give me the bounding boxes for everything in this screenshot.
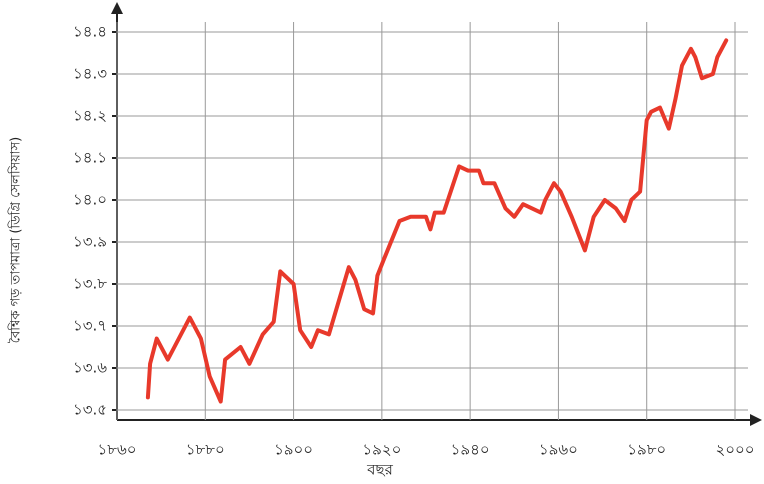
x-axis-label: বছর <box>366 461 393 479</box>
x-tick-label: ১৮৬০ <box>98 441 137 459</box>
y-tick-label: ১৪.৪ <box>73 23 107 41</box>
x-tick-label: ১৮৮০ <box>186 441 225 459</box>
y-tick-label: ১৪.১ <box>73 149 107 167</box>
y-axis-label: বৈশ্বিক গড় তাপমাত্রা (ডিগ্রি সেলসিয়াস) <box>8 137 24 343</box>
y-tick-label: ১৪.২ <box>73 107 107 125</box>
y-tick-label: ১৪.০ <box>73 191 107 209</box>
x-tick-label: ১৯২০ <box>362 441 401 459</box>
data-line <box>145 38 729 404</box>
x-tick-label: ২০০০ <box>715 441 754 459</box>
x-tick-label: ১৯৬০ <box>539 441 578 459</box>
x-tick-label: ১৯৮০ <box>627 441 666 459</box>
y-tick-label: ১৩.৫ <box>73 401 107 419</box>
x-axis-arrow <box>750 414 762 426</box>
y-tick-label: ১৩.৬ <box>73 359 107 377</box>
y-tick-label: ১৩.৮ <box>73 275 107 293</box>
y-tick-label: ১৪.৩ <box>73 65 107 83</box>
x-tick-label: ১৯০০ <box>274 441 313 459</box>
y-axis-arrow <box>111 2 123 14</box>
y-tick-label: ১৩.৯ <box>73 233 107 251</box>
y-tick-label: ১৩.৭ <box>73 317 107 335</box>
x-tick-label: ১৯৪০ <box>451 441 490 459</box>
